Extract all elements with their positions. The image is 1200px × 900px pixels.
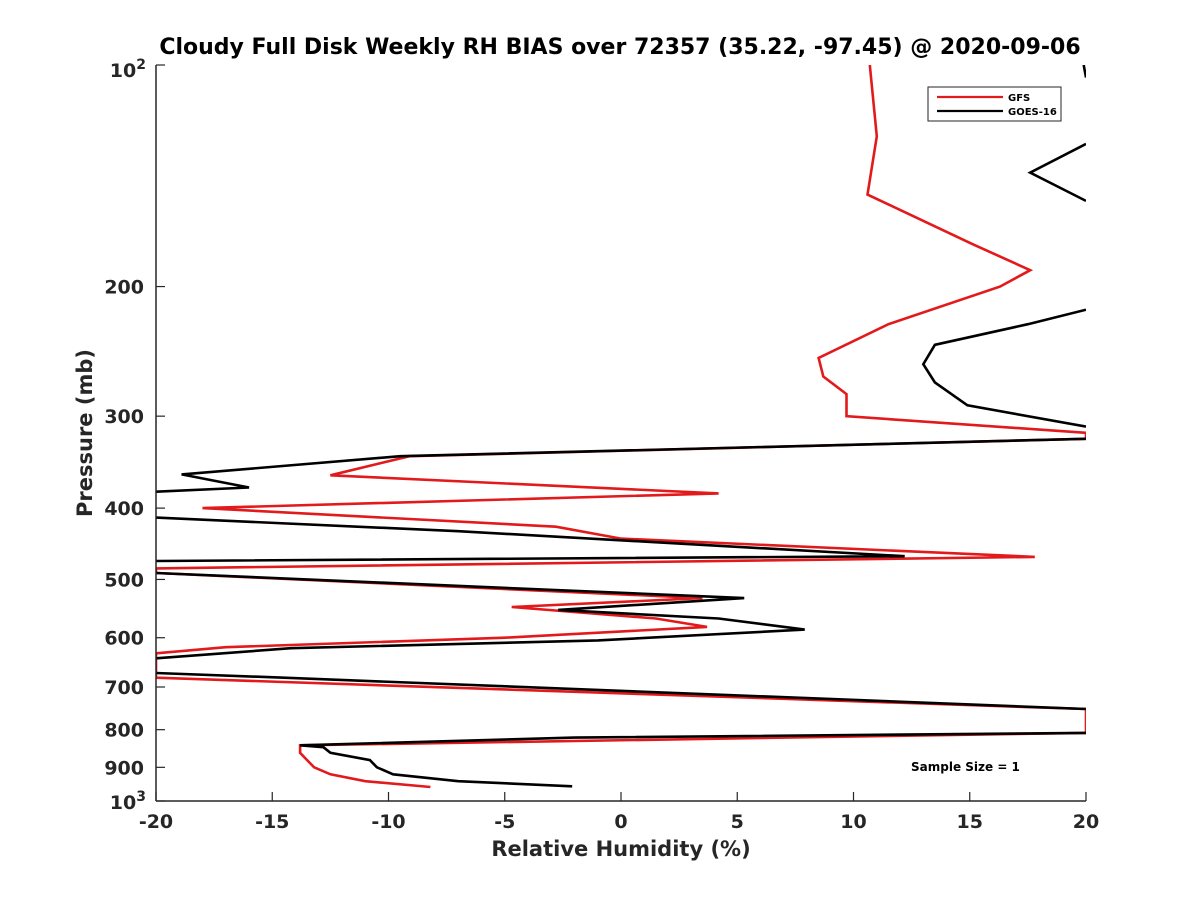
y-tick-label-top: 102 (110, 57, 146, 82)
x-tick-label: -5 (494, 811, 515, 833)
x-tick-label: 0 (614, 811, 627, 833)
chart-title: Cloudy Full Disk Weekly RH BIAS over 723… (159, 35, 1080, 60)
legend: GFS GOES-16 (927, 86, 1062, 122)
sample-size-annotation: Sample Size = 1 (911, 760, 1020, 774)
series-line-goes-16 (156, 571, 805, 660)
series-line-gfs (156, 65, 1086, 789)
y-tick-label: 500 (104, 569, 144, 591)
series-line-goes-16 (156, 437, 1086, 493)
x-tick-label: 10 (840, 811, 866, 833)
x-tick-label: 5 (731, 811, 744, 833)
legend-label: GOES-16 (1008, 107, 1057, 118)
x-axis-label: Relative Humidity (%) (491, 837, 750, 861)
series-layer (156, 65, 1086, 789)
series-line-goes-16 (921, 308, 1086, 428)
series-line-goes-16 (156, 516, 905, 563)
legend-box (927, 86, 1062, 122)
series-line-goes-16 (1027, 142, 1086, 203)
y-tick-label: 300 (104, 406, 144, 428)
legend-label: GFS (1008, 93, 1030, 104)
y-tick-label-bottom: 103 (110, 789, 146, 814)
y-tick-label: 800 (104, 720, 144, 742)
x-tick-label: -15 (255, 811, 289, 833)
y-tick-label: 600 (104, 628, 144, 650)
plot-area (156, 65, 1086, 789)
y-tick-label: 400 (104, 498, 144, 520)
y-axis-label: Pressure (mb) (73, 349, 97, 517)
series-line-goes-16 (1082, 65, 1086, 78)
x-tick-label: -20 (139, 811, 173, 833)
x-tick-label: 15 (957, 811, 983, 833)
y-tick-label: 200 (104, 277, 144, 299)
series-line-goes-16 (156, 671, 1086, 711)
axes (155, 64, 1087, 802)
y-tick-label: 700 (104, 677, 144, 699)
x-tick-label: 20 (1073, 811, 1099, 833)
series-line-goes-16 (299, 731, 1086, 788)
x-tick-label: -10 (371, 811, 405, 833)
y-tick-label: 900 (104, 757, 144, 779)
tick-labels: -20 -15 -10 -5 0 5 10 15 20 200 300 400 500 600 700 800… (104, 57, 1099, 833)
